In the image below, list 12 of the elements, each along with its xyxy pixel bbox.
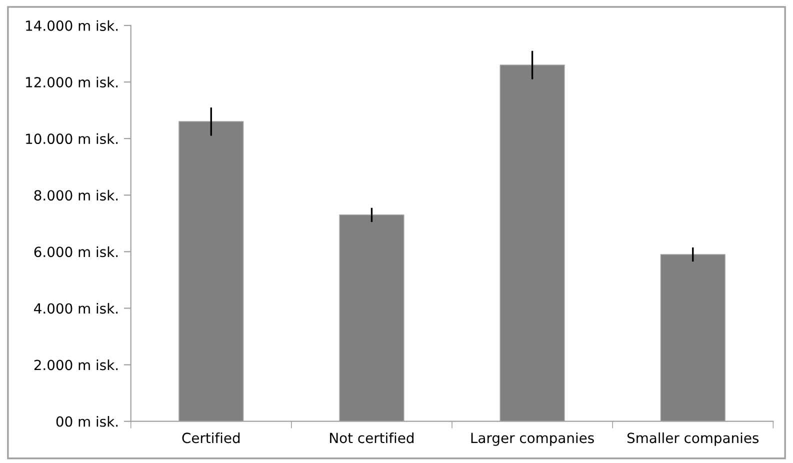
y-tick-label: 12.000 m isk. <box>26 76 118 88</box>
y-tick-label: 8.000 m isk. <box>34 190 118 201</box>
x-tick-label: Smaller companies <box>627 432 759 446</box>
x-tick-label: Certified <box>182 432 240 444</box>
x-tick-label: Not certified <box>330 432 414 444</box>
y-tick-label: 6.000 m isk. <box>34 246 118 258</box>
y-tick-label: 00 m isk. <box>56 416 118 427</box>
y-tick-label: 4.000 m isk. <box>34 302 118 314</box>
x-tick-label: Larger companies <box>471 432 594 446</box>
y-tick-label: 10.000 m isk. <box>26 133 118 144</box>
y-tick-label: 14.000 m isk. <box>26 20 118 31</box>
y-tick-label: 2.000 m isk. <box>34 360 118 370</box>
